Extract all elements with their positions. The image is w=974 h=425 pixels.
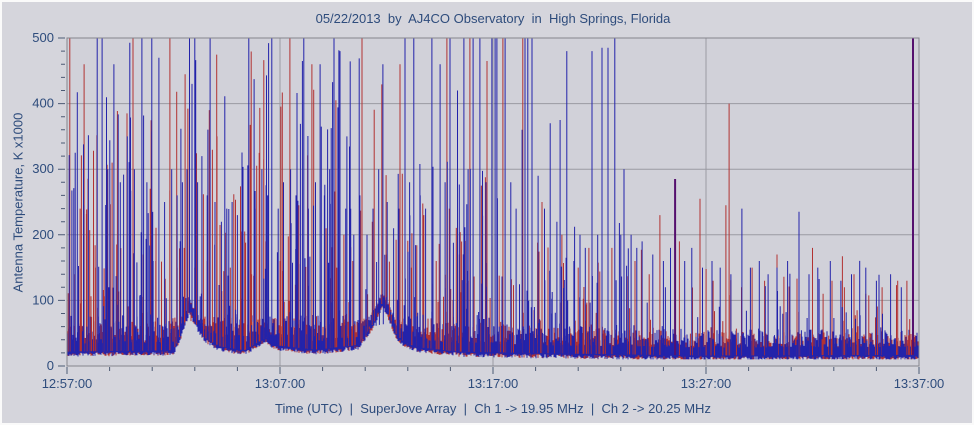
x-axis-footer-label: Time (UTC) | SuperJove Array | Ch 1 -> 1…	[275, 401, 711, 416]
svg-text:100: 100	[32, 292, 54, 307]
svg-text:13:07:00: 13:07:00	[255, 376, 306, 391]
svg-text:500: 500	[32, 30, 54, 45]
svg-text:300: 300	[32, 161, 54, 176]
svg-text:13:37:00: 13:37:00	[894, 376, 945, 391]
svg-text:400: 400	[32, 96, 54, 111]
svg-text:13:17:00: 13:17:00	[468, 376, 519, 391]
svg-text:12:57:00: 12:57:00	[42, 376, 93, 391]
svg-text:13:27:00: 13:27:00	[681, 376, 732, 391]
svg-text:0: 0	[47, 358, 54, 373]
chart-title: 05/22/2013 by AJ4CO Observatory in High …	[315, 11, 671, 26]
svg-text:200: 200	[32, 227, 54, 242]
